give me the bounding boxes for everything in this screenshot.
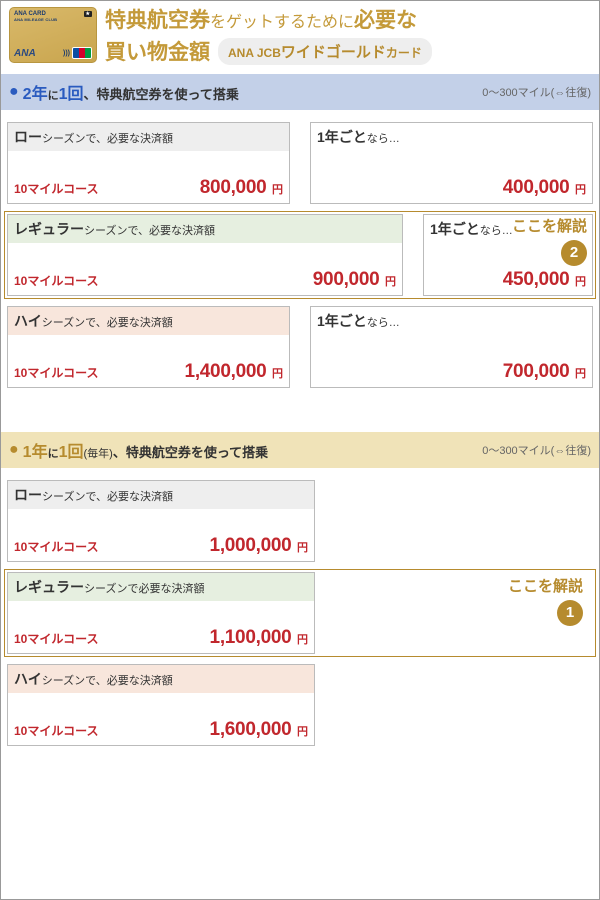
season-box: ハイシーズンで、必要な決済額10マイルコース1,600,000 円	[7, 664, 315, 746]
card-amc: ANA MILEAGE CLUB	[14, 17, 92, 22]
highlight-label: ここを解説1	[508, 578, 583, 626]
amount: 900,000	[313, 269, 380, 290]
table-row: ローシーズンで、必要な決済額10マイルコース800,000 円1年ごとなら…40…	[7, 122, 593, 204]
season-box: ローシーズンで、必要な決済額10マイルコース800,000 円	[7, 122, 290, 204]
table-row: ハイシーズンで、必要な決済額10マイルコース1,600,000 円	[7, 664, 593, 746]
rows-wrap: ローシーズンで、必要な決済額10マイルコース1,000,000 円レギュラーシー…	[1, 468, 599, 764]
rows-wrap: ローシーズンで、必要な決済額10マイルコース800,000 円1年ごとなら…40…	[1, 110, 599, 406]
amount: 1,000,000	[210, 535, 292, 556]
yearly-box: 1年ごとなら…700,000 円	[310, 306, 593, 388]
mileage-range: 0～300マイル(⇔往復)	[482, 84, 591, 100]
card-name-pill: ANA JCBワイドゴールドカード	[218, 38, 432, 65]
mileage-range: 0～300マイル(⇔往復)	[482, 442, 591, 458]
season-box: レギュラーシーズンで、必要な決済額10マイルコース900,000 円	[7, 214, 403, 296]
card-ana-logo: ANA	[14, 48, 36, 59]
table-row: レギュラーシーズンで、必要な決済額10マイルコース900,000 円1年ごとなら…	[7, 214, 593, 296]
title-strong3: 買い物金額	[105, 36, 210, 66]
card-image: ANA CARD ★ ANA MILEAGE CLUB ANA )))	[9, 7, 97, 63]
amount: 400,000	[503, 177, 570, 198]
amount: 700,000	[503, 361, 570, 382]
frequency-text: 2年に1回、特典航空券を使って搭乗	[23, 80, 239, 104]
amount: 1,400,000	[185, 361, 267, 382]
course-label: 10マイルコース	[14, 538, 99, 555]
yearly-box: 1年ごとなら…400,000 円	[310, 122, 593, 204]
course-label: 10マイルコース	[14, 364, 99, 381]
course-label: 10マイルコース	[14, 722, 99, 739]
course-label: 10マイルコース	[14, 272, 99, 289]
header: ANA CARD ★ ANA MILEAGE CLUB ANA ))) 特典航空…	[1, 1, 599, 68]
title-block: 特典航空券をゲットするために必要な 買い物金額 ANA JCBワイドゴールドカー…	[105, 7, 591, 66]
table-row: ハイシーズンで、必要な決済額10マイルコース1,400,000 円1年ごとなら……	[7, 306, 593, 388]
title-strong1: 特典航空券	[105, 9, 210, 32]
title-mid: をゲットするために	[210, 14, 354, 31]
amount: 1,100,000	[210, 627, 292, 648]
season-box: ハイシーズンで、必要な決済額10マイルコース1,400,000 円	[7, 306, 290, 388]
amount: 450,000	[503, 269, 570, 290]
table-row: ローシーズンで、必要な決済額10マイルコース1,000,000 円	[7, 480, 593, 562]
highlight-number-icon: 1	[557, 600, 583, 626]
frequency-text: 1年に1回(毎年)、特典航空券を使って搭乗	[23, 438, 269, 462]
highlight-number-icon: 2	[561, 240, 587, 266]
jcb-logo	[72, 47, 92, 59]
highlight-label: ここを解説2	[512, 218, 587, 266]
title-strong2: 必要な	[354, 9, 417, 32]
section-bar: ●1年に1回(毎年)、特典航空券を使って搭乗 0～300マイル(⇔往復)	[1, 432, 599, 468]
season-box: ローシーズンで、必要な決済額10マイルコース1,000,000 円	[7, 480, 315, 562]
bullet-icon: ●	[9, 441, 19, 459]
section-bar: ●2年に1回、特典航空券を使って搭乗 0～300マイル(⇔往復)	[1, 74, 599, 110]
amount: 1,600,000	[210, 719, 292, 740]
amount: 800,000	[200, 177, 267, 198]
season-box: レギュラーシーズンで必要な決済額10マイルコース1,100,000 円	[7, 572, 315, 654]
bullet-icon: ●	[9, 83, 19, 101]
course-label: 10マイルコース	[14, 630, 99, 647]
course-label: 10マイルコース	[14, 180, 99, 197]
table-row: レギュラーシーズンで必要な決済額10マイルコース1,100,000 円ここを解説…	[7, 572, 593, 654]
